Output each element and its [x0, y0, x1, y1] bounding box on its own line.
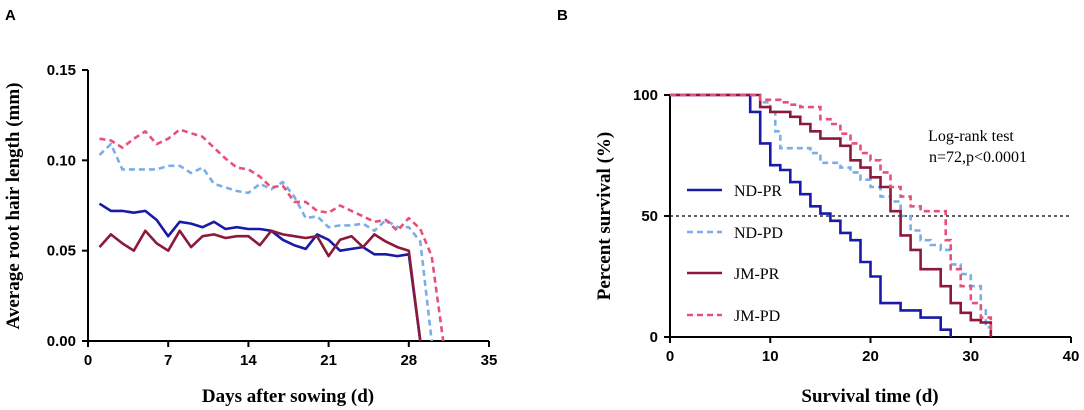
panel-a-y-tick-label: 0.10	[47, 152, 76, 169]
panel-a-x-tick-label: 7	[164, 352, 172, 369]
panel-b-series-nd-pr	[670, 93, 952, 337]
legend-label-jm-pr: JM-PR	[734, 266, 780, 283]
panel-b-y-tick-label: 0	[650, 329, 658, 346]
panel-a-chart: 0 7 14 21 28 35 0.00 0.05 0.10 0.15 Days after so…	[3, 62, 497, 407]
panel-a-y-label: Average root hair length (mm)	[3, 83, 24, 330]
panel-b-x-tick-label: 0	[666, 348, 674, 365]
panel-b-series-nd-pd	[670, 93, 993, 337]
panel-b-y-tick-label: 100	[633, 87, 658, 104]
panel-a-series-nd-pr	[98, 202, 422, 342]
panel-a-x-tick-label: 21	[320, 352, 337, 369]
panel-b-x-tick-label: 30	[962, 348, 979, 365]
panel-b-x-label: Survival time (d)	[801, 386, 938, 407]
panel-b-x-tick-label: 20	[862, 348, 879, 365]
panel-b-annotation-line-1: Log-rank test	[928, 128, 1014, 145]
panel-b-letter: B	[557, 7, 568, 24]
legend-label-jm-pd: JM-PD	[734, 308, 780, 325]
panel-a-series-jm-pd	[99, 128, 445, 342]
legend-label-nd-pd: ND-PD	[734, 225, 783, 242]
panel-b-x-tick-label: 40	[1063, 348, 1080, 365]
panel-b-annotation-line-2: n=72,p<0.0001	[929, 149, 1027, 166]
panel-a-x-tick-label: 28	[400, 352, 417, 369]
panel-a-y-tick-label: 0.00	[47, 333, 76, 350]
panel-b-y-tick-label: 50	[641, 208, 658, 225]
legend-label-nd-pr: ND-PR	[734, 183, 782, 200]
panel-b-y-label: Percent survival (%)	[594, 132, 615, 301]
panel-b-chart: 0 10 20 30 40 0 50 100 Log-rank test n=72,p<0.0…	[594, 87, 1079, 407]
panel-a-y-tick-label: 0.05	[47, 243, 76, 260]
panel-a-series-jm-pr	[98, 229, 422, 342]
panel-b-series-jm-pr	[670, 93, 993, 337]
panel-b-x-tick-label: 10	[762, 348, 779, 365]
panel-a-x-label: Days after sowing (d)	[202, 386, 374, 407]
panel-a-x-tick-label: 0	[84, 352, 92, 369]
panel-a-x-tick-label: 35	[481, 352, 498, 369]
panel-a-y-tick-label: 0.15	[47, 62, 76, 79]
panel-a-x-tick-label: 14	[240, 352, 257, 369]
panel-a-letter: A	[5, 7, 16, 24]
panel-a-series-nd-pd	[98, 142, 433, 342]
panel-b-series-jm-pd	[670, 93, 993, 335]
